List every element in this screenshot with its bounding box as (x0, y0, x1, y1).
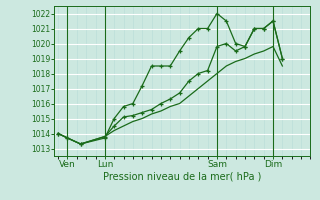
X-axis label: Pression niveau de la mer( hPa ): Pression niveau de la mer( hPa ) (103, 172, 261, 182)
